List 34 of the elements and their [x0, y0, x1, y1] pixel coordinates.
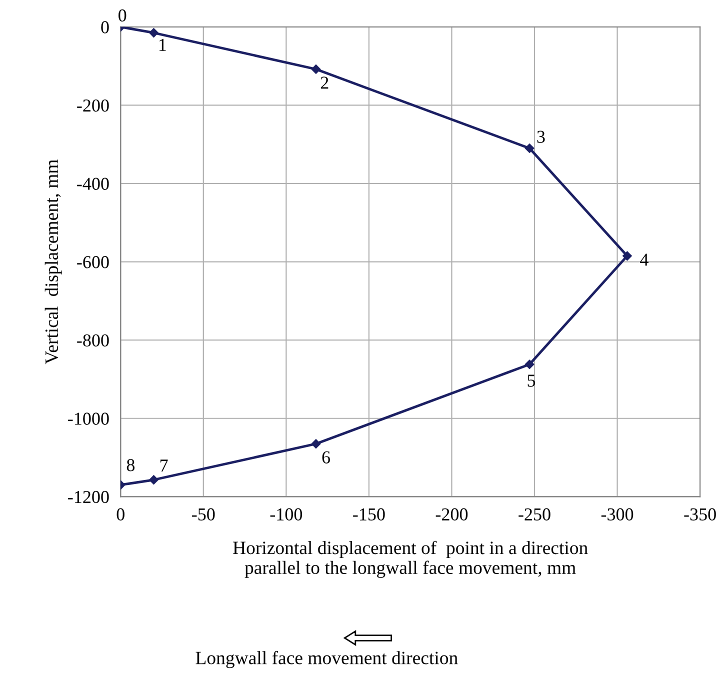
annotation: 1	[159, 38, 166, 51]
annotation: 5	[528, 374, 536, 387]
y-tick-label: -1200	[68, 490, 109, 504]
text: Longwall face movement direction	[196, 650, 458, 668]
annotation: 4	[640, 254, 648, 266]
point	[149, 28, 158, 38]
annotation: 6	[322, 451, 330, 464]
point	[524, 360, 534, 369]
x-tick-label: -200	[436, 508, 468, 520]
point	[311, 439, 321, 448]
annotation: 7	[160, 460, 168, 472]
y-tick-label: -1000	[68, 412, 109, 425]
x-axis-title: Horizontal displacement of point in a direction parallel to the longwall face movement, mm	[233, 540, 588, 578]
x-tick-label: -350	[684, 508, 716, 520]
y-tick-label: -400	[77, 178, 109, 190]
y-tick-label: -600	[77, 256, 109, 268]
point	[311, 64, 321, 74]
x-tick-label: -150	[353, 508, 385, 520]
y-tick-label: -200	[77, 99, 109, 112]
x-tick-label: -100	[270, 508, 302, 520]
x-tick-label: 0	[116, 508, 124, 520]
annotation: 8	[126, 459, 135, 472]
annotation: 0	[118, 9, 126, 22]
y-axis-title: Vertical displacement, mm	[44, 160, 62, 364]
x-tick-label: -250	[518, 508, 550, 520]
y-tick-label: 0	[101, 21, 109, 34]
y-tick-label: -800	[77, 334, 109, 347]
point	[149, 475, 158, 484]
point	[524, 144, 534, 153]
point	[622, 251, 632, 261]
x-tick-label: -50	[192, 508, 215, 520]
annotation: 3	[537, 130, 545, 143]
x-tick-label: -300	[601, 508, 634, 520]
annotation: 2	[320, 76, 328, 89]
